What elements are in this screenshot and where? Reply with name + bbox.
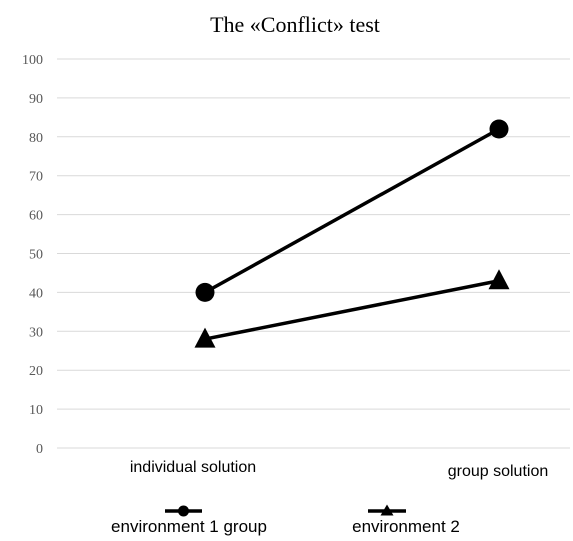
y-tick-label: 30 [29,325,43,340]
legend-label: environment 2 [352,517,460,536]
y-tick-label: 90 [29,92,43,107]
y-axis-ticks: 0 10 20 30 40 50 60 70 80 90 100 [22,53,43,457]
x-tick-label: individual solution [130,459,256,476]
y-tick-label: 0 [36,442,43,457]
series-layer [194,119,510,348]
series-2 [194,269,510,348]
data-point-circle [489,119,509,139]
data-point-triangle [488,269,510,290]
data-point-triangle [194,327,216,348]
series-line [204,127,500,294]
data-point-circle [195,282,215,302]
y-tick-label: 70 [29,170,43,185]
x-axis-ticks: individual solution group solution [130,459,548,480]
legend-triangle-marker [380,504,394,516]
y-tick-label: 60 [29,209,43,224]
legend: environment 1 group environment 2 [111,504,460,536]
x-tick-label: group solution [448,463,549,480]
y-tick-label: 100 [22,53,43,68]
legend-circle-marker [178,505,189,517]
legend-item: environment 1 group [111,505,267,536]
series-1 [195,119,509,302]
chart-title: The «Conflict» test [210,12,380,37]
series-line [204,279,500,341]
y-tick-label: 40 [29,286,43,301]
gridlines [57,58,570,449]
legend-item: environment 2 [352,504,460,536]
y-tick-label: 50 [29,248,43,263]
y-tick-label: 80 [29,131,43,146]
y-tick-label: 10 [29,403,43,418]
legend-label: environment 1 group [111,517,267,536]
y-tick-label: 20 [29,364,43,379]
